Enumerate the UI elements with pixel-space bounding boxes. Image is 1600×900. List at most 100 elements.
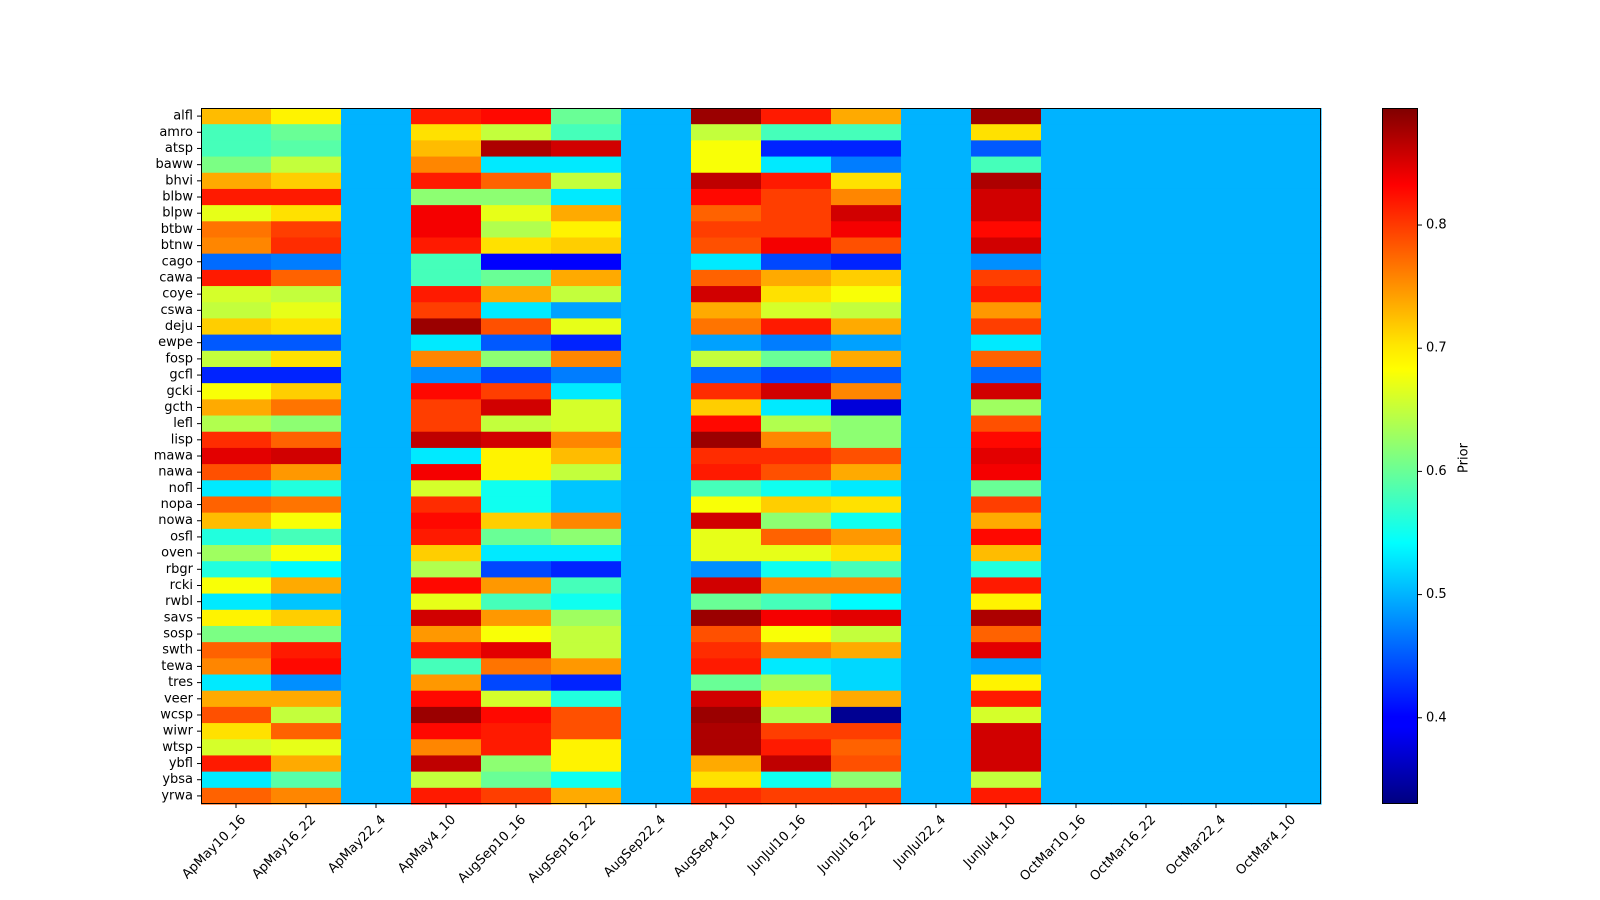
heatmap-cell [481, 286, 552, 303]
heatmap-cell [831, 221, 902, 239]
heatmap-cell [1181, 464, 1252, 481]
heatmap-cell [551, 415, 622, 433]
y-tick-label: swth [162, 643, 193, 658]
heatmap-cell [971, 253, 1042, 271]
heatmap-cell [1181, 642, 1252, 659]
heatmap-cell [551, 528, 622, 546]
heatmap-cell [1041, 706, 1112, 724]
heatmap-cell [971, 318, 1042, 336]
heatmap-cell [341, 496, 412, 514]
heatmap-cell [201, 593, 272, 611]
heatmap-cell [1251, 221, 1322, 239]
heatmap-cell [551, 237, 622, 255]
heatmap-cell [971, 383, 1042, 400]
heatmap-cell [271, 221, 342, 239]
heatmap-cell [411, 205, 482, 222]
heatmap-cell [831, 706, 902, 724]
heatmap-cell [271, 512, 342, 530]
heatmap-cell [1251, 124, 1322, 141]
heatmap-cell [1111, 334, 1182, 352]
heatmap-cell [341, 771, 412, 789]
y-tick-label: nawa [158, 465, 193, 480]
heatmap-cell [761, 512, 832, 530]
heatmap-cell [201, 642, 272, 659]
heatmap-cell [341, 755, 412, 773]
heatmap-cell [971, 140, 1042, 158]
heatmap-cell [411, 528, 482, 546]
heatmap-cell [1181, 366, 1252, 384]
heatmap-cell [341, 188, 412, 206]
heatmap-cell [901, 172, 972, 190]
heatmap-cell [1251, 755, 1322, 773]
heatmap-cell [411, 334, 482, 352]
heatmap-cell [271, 431, 342, 449]
heatmap-cell [761, 140, 832, 158]
heatmap-cell [761, 383, 832, 400]
y-tick-label: lisp [171, 432, 193, 447]
heatmap-cell [691, 334, 762, 352]
y-tick-label: nofl [169, 481, 193, 496]
heatmap-cell [1181, 237, 1252, 255]
heatmap-cell [971, 188, 1042, 206]
heatmap-cell [691, 577, 762, 595]
heatmap-cell [1111, 269, 1182, 287]
heatmap-cell [1041, 755, 1112, 773]
x-tick-label: AugSep10_16 [455, 812, 529, 886]
x-tick-label: OctMar4_10 [1233, 812, 1299, 878]
heatmap-cell [761, 496, 832, 514]
heatmap-cell [271, 269, 342, 287]
heatmap-cell [901, 545, 972, 562]
heatmap-cell [1111, 464, 1182, 481]
heatmap-cell [1251, 172, 1322, 190]
heatmap-cell [411, 221, 482, 239]
heatmap-cell [551, 140, 622, 158]
heatmap-cell [1041, 318, 1112, 336]
heatmap-cell [271, 318, 342, 336]
heatmap-cell [411, 366, 482, 384]
heatmap-cell [1111, 593, 1182, 611]
heatmap-cell [761, 723, 832, 740]
heatmap-cell [271, 237, 342, 255]
heatmap-cell [761, 771, 832, 789]
heatmap-cell [341, 706, 412, 724]
heatmap-cell [901, 723, 972, 740]
heatmap-cell [691, 447, 762, 465]
heatmap-cell [1041, 577, 1112, 595]
heatmap-cell [691, 609, 762, 627]
y-tick-label: cswa [160, 303, 193, 318]
heatmap-cell [761, 625, 832, 643]
heatmap-cell [831, 447, 902, 465]
heatmap-cell [1251, 545, 1322, 562]
heatmap-cell [1181, 431, 1252, 449]
y-tick-label: mawa [154, 449, 193, 464]
heatmap-cell [341, 464, 412, 481]
heatmap-cell [1251, 350, 1322, 368]
heatmap-cell [201, 480, 272, 498]
heatmap-cell [691, 237, 762, 255]
heatmap-cell [271, 739, 342, 757]
heatmap-cell [691, 690, 762, 708]
heatmap-cell [1111, 286, 1182, 303]
heatmap-cell [1111, 221, 1182, 239]
colorbar: 0.4 0.5 0.6 0.7 0.8 Prior [1382, 108, 1472, 804]
heatmap-cell [551, 561, 622, 578]
heatmap-cell [411, 140, 482, 158]
heatmap-cell [831, 739, 902, 757]
heatmap-cell [481, 318, 552, 336]
heatmap-cell [551, 221, 622, 239]
heatmap-cell [341, 593, 412, 611]
heatmap-cell [1181, 625, 1252, 643]
heatmap-cell [621, 706, 692, 724]
heatmap-cell [551, 642, 622, 659]
heatmap-cell [201, 350, 272, 368]
y-tick-label: ybfl [169, 756, 193, 771]
heatmap-cell [971, 269, 1042, 287]
heatmap-cell [481, 787, 552, 805]
heatmap-cell [761, 561, 832, 578]
heatmap-cell [481, 188, 552, 206]
heatmap-cell [271, 771, 342, 789]
heatmap-cell [831, 286, 902, 303]
heatmap-cell [691, 124, 762, 141]
heatmap-cell [1181, 221, 1252, 239]
heatmap-cell [1251, 447, 1322, 465]
